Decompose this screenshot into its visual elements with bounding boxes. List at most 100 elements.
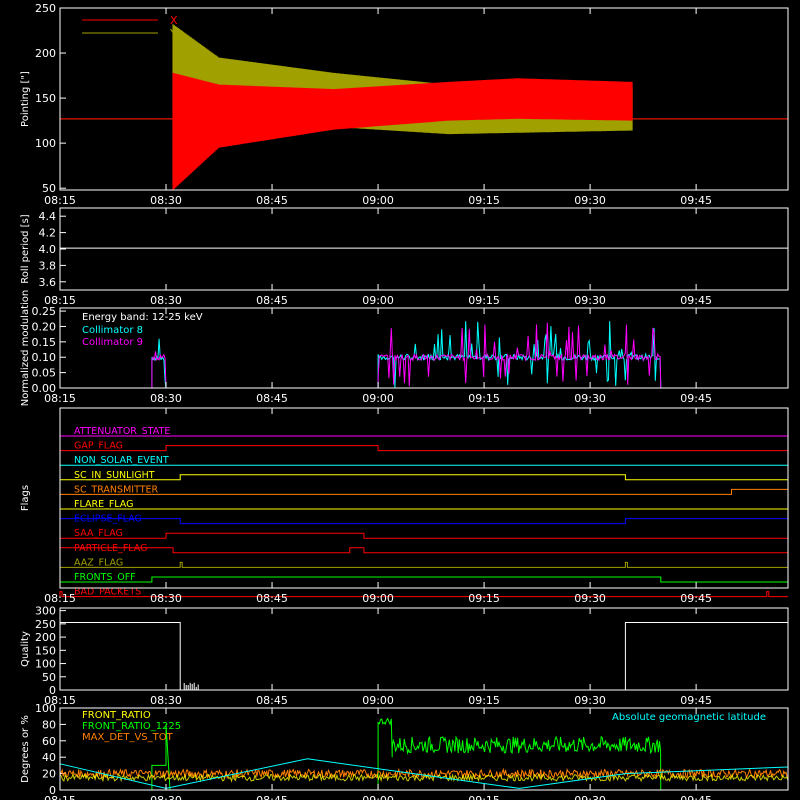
ratios-legend-0: FRONT_RATIO — [82, 710, 151, 721]
quality-ytick-label: 0 — [49, 684, 56, 697]
flag-label-non_solar_event: NON_SOLAR_EVENT — [74, 455, 169, 466]
pointing-xtick-label: 08:15 — [44, 194, 76, 207]
flag-line-gap_flag — [60, 445, 788, 452]
flag-label-sc_in_sunlight: SC_IN_SUNLIGHT — [74, 470, 155, 481]
ratios-ylabel: Degrees or % — [20, 715, 31, 783]
flags-xtick-label: 09:30 — [574, 592, 606, 605]
pointing-xtick-label: 08:45 — [256, 194, 288, 207]
quality-xtick-label: 08:30 — [150, 694, 182, 707]
pointing-xtick-label: 09:15 — [468, 194, 500, 207]
flag-line-particle_flag — [59, 547, 788, 554]
roll-xtick-label: 08:30 — [150, 294, 182, 307]
roll-ylabel: Roll period [s] — [20, 214, 31, 283]
pointing-xtick-label: 08:30 — [150, 194, 182, 207]
legend-label-Y: Y — [169, 27, 177, 40]
flag-line-eclipse_flag — [59, 518, 789, 525]
ratios-xtick-label: 08:30 — [150, 794, 182, 800]
flag-line-sc_in_sunlight — [60, 474, 788, 481]
ratios-xtick-label: 09:00 — [362, 794, 394, 800]
quality-xtick-label: 08:45 — [256, 694, 288, 707]
modulation-collimator-9 — [60, 322, 788, 389]
flags-frame — [59, 407, 789, 589]
pointing-xtick-label: 09:30 — [574, 194, 606, 207]
flags-xtick-label: 08:45 — [256, 592, 288, 605]
modulation-xtick-label: 08:15 — [44, 392, 76, 405]
ratios-xtick-label: 09:45 — [680, 794, 712, 800]
roll-xtick-label: 09:45 — [680, 294, 712, 307]
quality-ytick-label: 300 — [35, 605, 56, 618]
modulation-ylabel: Normalized modulation — [20, 290, 31, 407]
modulation-legend-0: Collimator 8 — [82, 325, 143, 336]
quality-frame — [59, 607, 789, 691]
quality-xtick-label: 09:45 — [680, 694, 712, 707]
flags-xtick-label: 09:00 — [362, 592, 394, 605]
series-front-ratio — [59, 772, 789, 783]
flag-label-fronts_off: FRONTS_OFF — [74, 572, 136, 583]
pointing-xtick-label: 09:45 — [680, 194, 712, 207]
modulation-xtick-label: 09:30 — [574, 392, 606, 405]
flag-label-sc_transmitter: SC_TRANSMITTER — [74, 484, 159, 495]
modulation-xtick-label: 09:45 — [680, 392, 712, 405]
modulation-ytick-label: 0.05 — [32, 367, 57, 380]
series-front-ratio-1225 — [60, 717, 788, 791]
flag-label-aaz_flag: AAZ_FLAG — [74, 557, 123, 568]
pointing-ytick-label: 250 — [35, 2, 56, 15]
flags-xtick-label: 09:15 — [468, 592, 500, 605]
roll-ytick-label: 3.6 — [39, 276, 57, 289]
modulation-ytick-label: 0.20 — [32, 320, 57, 333]
quality-blips — [183, 682, 199, 690]
ratios-xtick-label: 09:30 — [574, 794, 606, 800]
flag-label-bad_packets: BAD_PACKETS — [74, 587, 141, 598]
modulation-ytick-label: 0.00 — [32, 382, 57, 395]
ratios-ytick-label: 60 — [42, 735, 56, 748]
modulation-frame — [59, 307, 789, 389]
modulation-xtick-label: 08:45 — [256, 392, 288, 405]
flag-label-flare_flag: FLARE_FLAG — [74, 499, 134, 510]
flag-line-sc_transmitter — [60, 488, 789, 495]
roll-ytick-label: 4.2 — [39, 227, 57, 240]
roll-ytick-label: 4.4 — [39, 210, 57, 223]
flags-ylabel: Flags — [20, 485, 31, 511]
pointing-ytick-label: 100 — [35, 137, 56, 150]
quality-ytick-label: 250 — [35, 618, 56, 631]
flag-label-particle_flag: PARTICLE_FLAG — [74, 543, 147, 554]
quality-xtick-label: 09:30 — [574, 694, 606, 707]
roll-ytick-label: 3.8 — [39, 259, 57, 272]
pointing-ylabel: Pointing ["] — [20, 71, 31, 127]
flag-line-aaz_flag — [60, 561, 788, 568]
quality-ylabel: Quality — [20, 631, 31, 667]
roll-ytick-label: 4.0 — [39, 243, 57, 256]
flag-line-fronts_off — [60, 576, 788, 583]
modulation-legend-title: Energy band: 12-25 keV — [82, 312, 203, 323]
ratios-xtick-label: 09:15 — [468, 794, 500, 800]
pointing-ytick-label: 200 — [35, 47, 56, 60]
modulation-legend-1: Collimator 9 — [82, 337, 143, 348]
modulation-ytick-label: 0.15 — [32, 336, 57, 349]
ratios-ytick-label: 80 — [42, 718, 56, 731]
ratios-annotation: Absolute geomagnetic latitude — [612, 712, 766, 723]
roll-xtick-label: 09:00 — [362, 294, 394, 307]
pointing-frame — [59, 7, 789, 191]
ratios-ytick-label: 100 — [35, 702, 56, 715]
ratios-ytick-label: 0 — [49, 784, 56, 797]
flags-xtick-label: 08:15 — [44, 592, 76, 605]
series-X-trace — [172, 72, 633, 190]
ratios-legend-2: MAX_DET_VS_TOT — [82, 732, 174, 743]
modulation-xtick-label: 09:00 — [362, 392, 394, 405]
pointing-xtick-label: 09:00 — [362, 194, 394, 207]
quality-xtick-label: 09:15 — [468, 694, 500, 707]
ratios-ytick-label: 40 — [42, 751, 56, 764]
pointing-ytick-label: 50 — [42, 182, 56, 195]
pointing-ytick-label: 150 — [35, 92, 56, 105]
flag-line-saa_flag — [60, 532, 788, 539]
quality-xtick-label: 08:15 — [44, 694, 76, 707]
roll-xtick-label: 08:45 — [256, 294, 288, 307]
ratios-xtick-label: 08:15 — [44, 794, 76, 800]
modulation-ytick-label: 0.25 — [32, 305, 57, 318]
quality-ytick-label: 200 — [35, 631, 56, 644]
modulation-ytick-label: 0.10 — [32, 351, 57, 364]
flag-line-bad_packets — [59, 591, 788, 598]
legend-label-X: X — [170, 14, 178, 27]
modulation-xtick-label: 09:15 — [468, 392, 500, 405]
